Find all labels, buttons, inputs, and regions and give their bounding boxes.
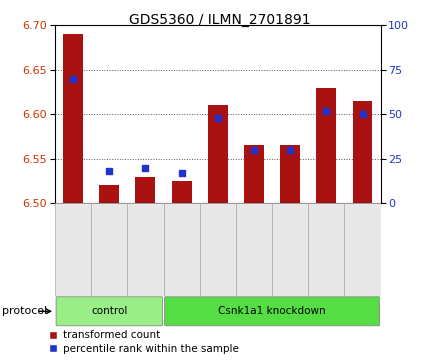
FancyBboxPatch shape	[236, 203, 272, 296]
Bar	[172, 181, 191, 203]
FancyBboxPatch shape	[345, 203, 381, 296]
Bar	[316, 87, 336, 203]
Text: protocol: protocol	[2, 306, 48, 316]
Bar	[280, 146, 300, 203]
Bar	[352, 101, 372, 203]
Bar	[208, 105, 228, 203]
FancyBboxPatch shape	[91, 203, 127, 296]
Legend: transformed count, percentile rank within the sample: transformed count, percentile rank withi…	[45, 326, 242, 358]
Bar	[136, 176, 155, 203]
FancyBboxPatch shape	[55, 203, 91, 296]
Bar	[63, 34, 83, 203]
FancyBboxPatch shape	[272, 203, 308, 296]
FancyBboxPatch shape	[165, 297, 380, 326]
FancyBboxPatch shape	[200, 203, 236, 296]
Text: control: control	[91, 306, 128, 316]
Text: GDS5360 / ILMN_2701891: GDS5360 / ILMN_2701891	[129, 13, 311, 27]
Bar	[99, 185, 119, 203]
FancyBboxPatch shape	[127, 203, 164, 296]
Text: Csnk1a1 knockdown: Csnk1a1 knockdown	[218, 306, 326, 316]
FancyBboxPatch shape	[164, 203, 200, 296]
FancyBboxPatch shape	[56, 297, 162, 326]
FancyBboxPatch shape	[308, 203, 345, 296]
Bar	[244, 146, 264, 203]
